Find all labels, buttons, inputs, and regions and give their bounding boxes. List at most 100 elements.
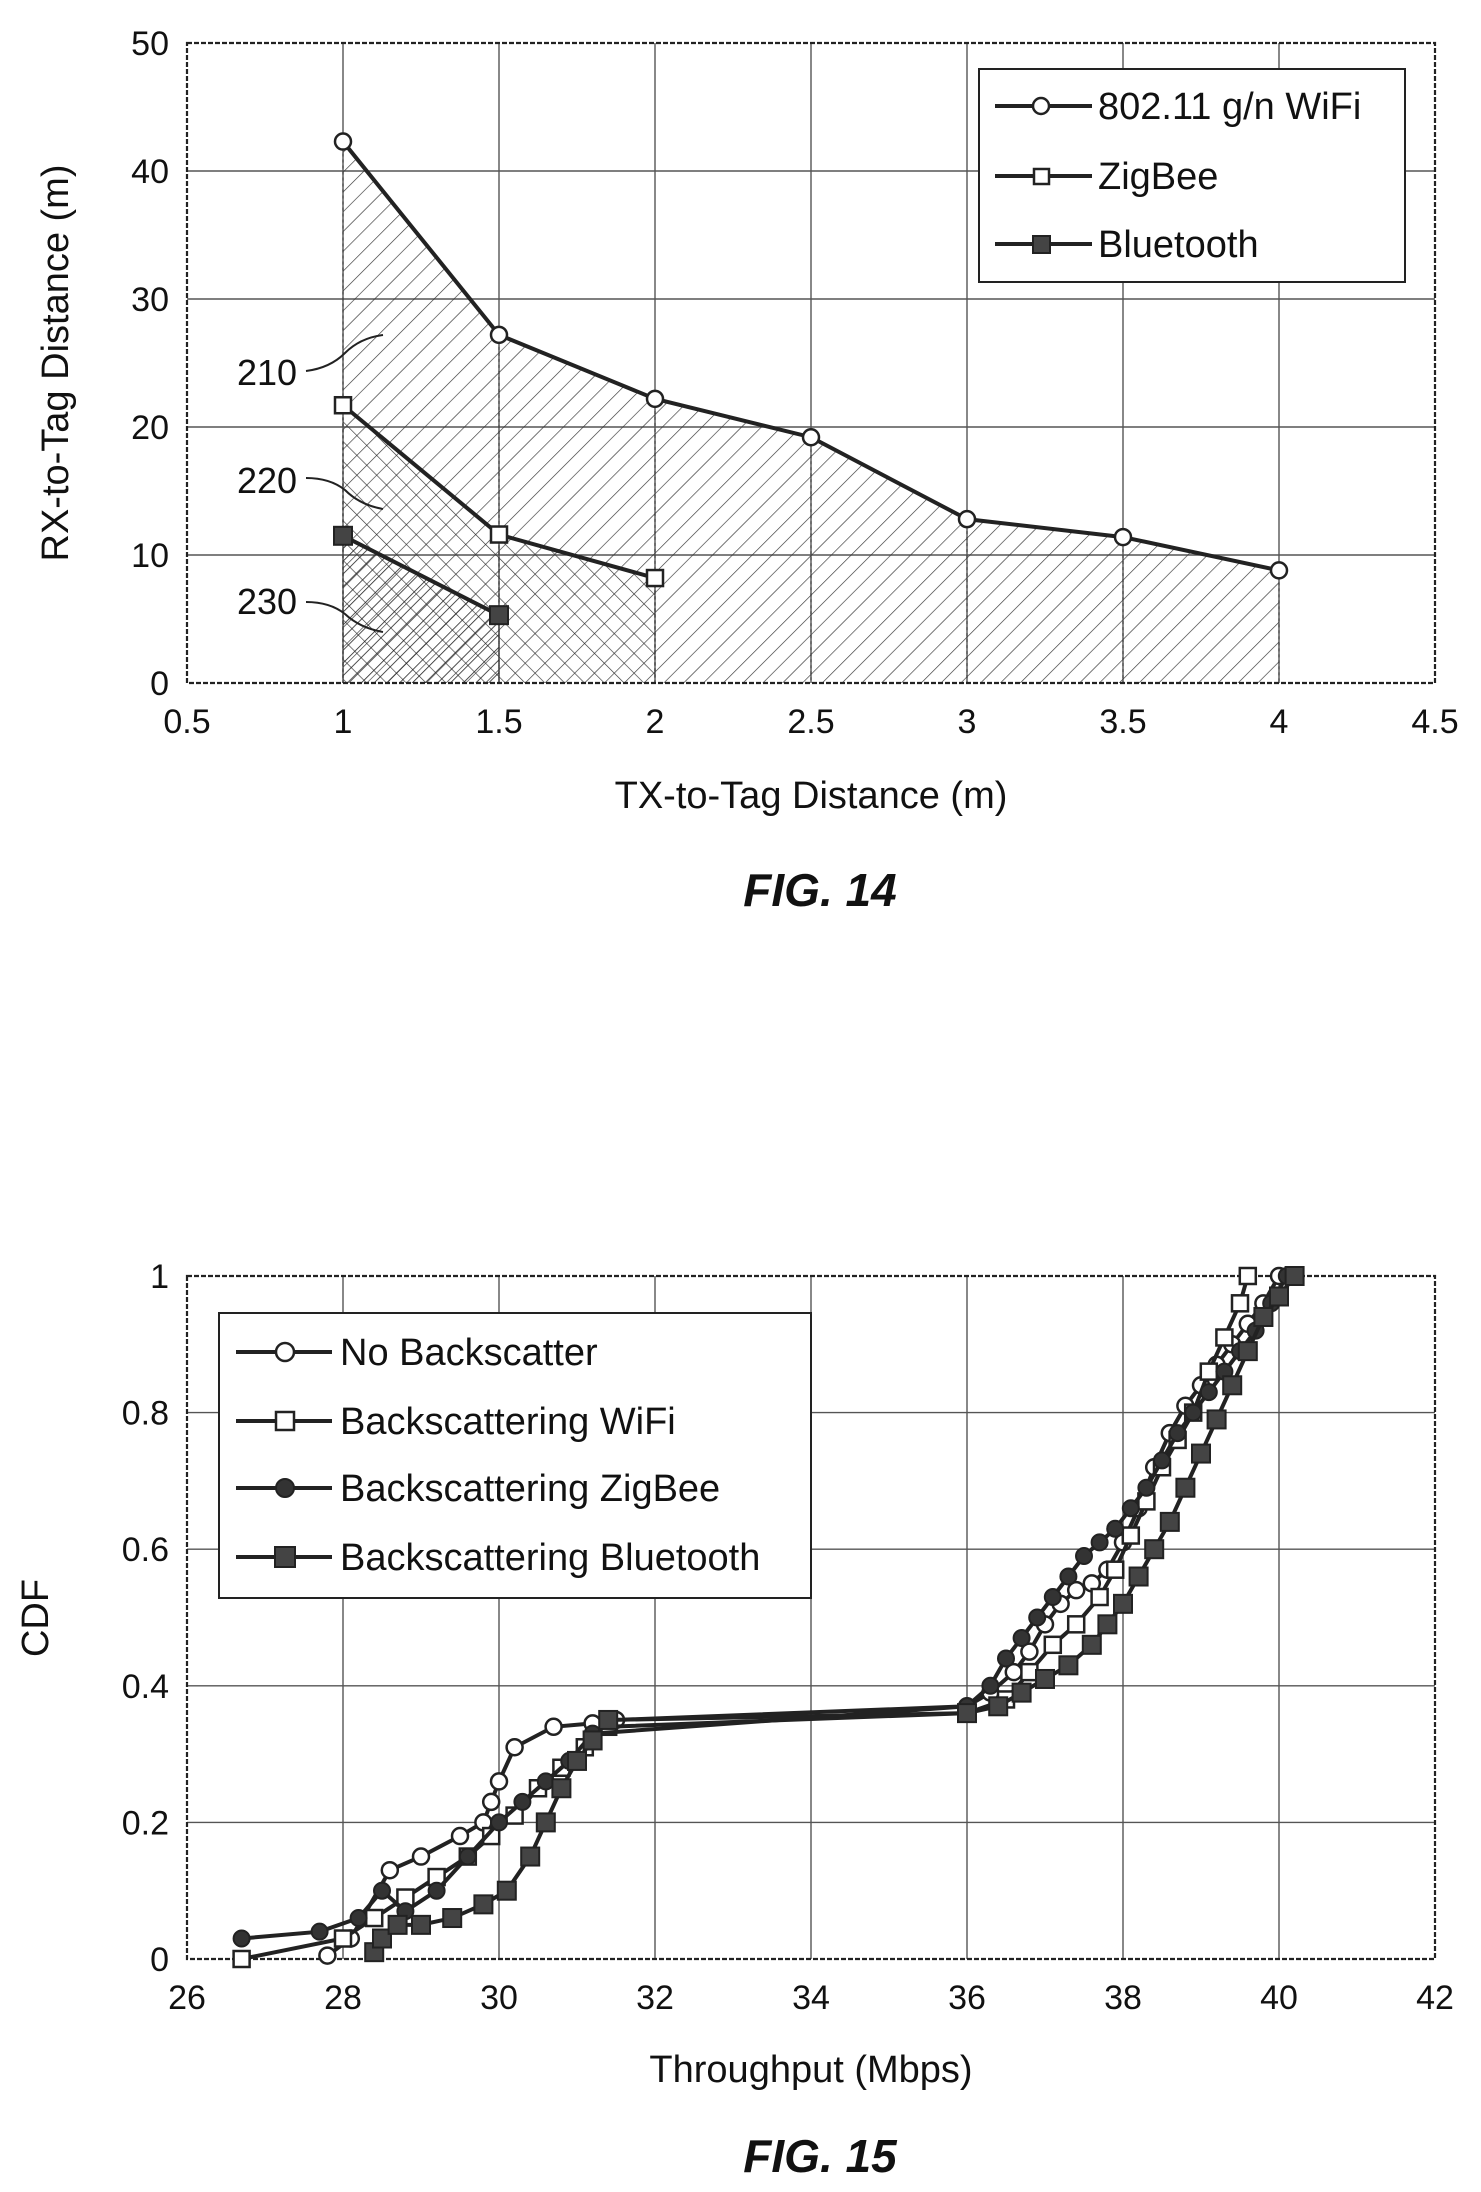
- data-point-backscattering-bluetooth: [535, 1812, 556, 1833]
- legend-key-backscattering-zigbee: [236, 1478, 332, 1498]
- data-point-backscattering-bluetooth: [598, 1709, 619, 1730]
- legend-label-zigbee: ZigBee: [1098, 156, 1218, 198]
- data-point-802-11-g-n-wifi: [1113, 527, 1133, 547]
- data-point-backscattering-bluetooth: [582, 1730, 603, 1751]
- data-point-backscattering-bluetooth: [473, 1894, 494, 1915]
- y-tick-label: 30: [131, 281, 169, 319]
- range-chart-x-axis-label: TX-to-Tag Distance (m): [615, 775, 1008, 817]
- data-point-backscattering-wifi: [1090, 1587, 1109, 1607]
- data-point-backscattering-bluetooth: [372, 1928, 392, 1949]
- y-tick-label: 0.4: [122, 1668, 169, 1706]
- data-point-backscattering-wifi: [1215, 1328, 1234, 1347]
- x-tick-label: 3.5: [1099, 703, 1146, 741]
- y-tick-label: 20: [131, 409, 169, 447]
- ref-230-leader: [305, 601, 384, 633]
- data-point-backscattering-bluetooth: [1128, 1566, 1149, 1587]
- x-tick-label: 26: [168, 1979, 206, 2017]
- range-chart-y-axis-label: RX-to-Tag Distance (m): [35, 165, 77, 562]
- series-backscattering-bluetooth: [364, 1266, 1305, 1963]
- data-point-bluetooth: [489, 605, 509, 626]
- data-point-backscattering-bluetooth: [1284, 1266, 1305, 1286]
- legend-key-bluetooth: [995, 235, 1092, 254]
- data-point-backscattering-wifi: [1199, 1362, 1219, 1381]
- range-chart: 0.5 1 1.5 2 2.5 3 3.5 4 4.5 0 10 20 30 40 50 TX-to-Ta…: [35, 25, 1459, 916]
- data-point-backscattering-zigbee: [1184, 1403, 1203, 1422]
- data-point-backscattering-bluetooth: [1113, 1593, 1133, 1614]
- data-point-backscattering-zigbee: [1121, 1499, 1140, 1518]
- data-point-zigbee: [645, 568, 665, 588]
- x-tick-label: 4.5: [1411, 703, 1458, 741]
- data-point-backscattering-bluetooth: [1011, 1682, 1032, 1703]
- data-point-802-11-g-n-wifi: [333, 132, 353, 151]
- y-tick-label: 40: [131, 153, 169, 191]
- data-point-backscattering-zigbee: [310, 1922, 329, 1941]
- cdf-chart-legend-box: [218, 1312, 812, 1599]
- series-bluetooth: [333, 525, 509, 626]
- y-tick-label: 1: [150, 1258, 169, 1296]
- data-point-backscattering-bluetooth: [1175, 1477, 1196, 1498]
- ref-210: 210: [237, 352, 297, 393]
- data-point-backscattering-bluetooth: [520, 1846, 541, 1867]
- ref-210-leader: [305, 334, 384, 372]
- range-chart-x-ticks: 0.5 1 1.5 2 2.5 3 3.5 4 4.5: [163, 703, 1458, 741]
- data-point-backscattering-bluetooth: [1058, 1655, 1079, 1676]
- data-point-backscattering-zigbee: [427, 1881, 446, 1900]
- data-point-backscattering-zigbee: [1106, 1519, 1125, 1538]
- cdf-chart-series: [232, 1266, 1305, 1969]
- data-point-backscattering-zigbee: [1012, 1628, 1031, 1647]
- legend-key-backscattering-bluetooth: [236, 1546, 332, 1568]
- x-tick-label: 4: [1270, 703, 1289, 741]
- data-point-802-11-g-n-wifi: [1269, 561, 1289, 580]
- y-tick-label: 50: [131, 25, 169, 63]
- data-point-backscattering-zigbee: [1153, 1451, 1171, 1470]
- figure-14-caption: FIG. 14: [743, 864, 896, 916]
- data-point-backscattering-bluetooth: [1191, 1443, 1211, 1464]
- data-point-no-backscatter: [318, 1946, 337, 1965]
- data-point-backscattering-bluetooth: [1206, 1409, 1227, 1430]
- data-point-no-backscatter: [481, 1792, 501, 1812]
- cdf-chart-y-ticks: 0 0.2 0.4 0.6 0.8 1: [122, 1258, 169, 1979]
- data-point-backscattering-wifi: [1105, 1560, 1125, 1579]
- data-point-802-11-g-n-wifi: [957, 509, 977, 529]
- data-point-backscattering-zigbee: [1090, 1533, 1109, 1552]
- legend-key-no-backscatter: [236, 1341, 332, 1363]
- data-point-backscattering-zigbee: [1043, 1588, 1062, 1607]
- data-point-backscattering-zigbee: [1137, 1478, 1156, 1497]
- data-point-backscattering-zigbee: [490, 1813, 508, 1832]
- data-point-802-11-g-n-wifi: [489, 325, 509, 345]
- data-point-802-11-g-n-wifi: [801, 427, 821, 447]
- y-tick-label: 10: [131, 537, 169, 575]
- data-point-backscattering-bluetooth: [988, 1696, 1009, 1717]
- data-point-backscattering-wifi: [1066, 1615, 1086, 1634]
- x-tick-label: 34: [792, 1979, 830, 2017]
- data-point-backscattering-wifi: [1043, 1635, 1063, 1655]
- y-tick-label: 0: [150, 665, 169, 703]
- x-tick-label: 2.5: [787, 703, 834, 741]
- coverage-area-802-11-g-n-wifi: [343, 141, 1279, 683]
- data-point-backscattering-zigbee: [1075, 1547, 1093, 1566]
- range-chart-legend: 802.11 g/n WiFi ZigBee Bluetooth: [978, 68, 1406, 283]
- data-point-no-backscatter: [505, 1738, 524, 1757]
- data-point-backscattering-bluetooth: [1237, 1341, 1258, 1362]
- ref-230: 230: [237, 581, 297, 622]
- x-tick-label: 28: [324, 1979, 362, 2017]
- x-tick-label: 40: [1260, 1979, 1298, 2017]
- coverage-area-bluetooth: [343, 535, 499, 683]
- legend-key-wifi: [995, 96, 1092, 116]
- cdf-chart-y-axis-label: CDF: [15, 1579, 57, 1657]
- data-point-backscattering-bluetooth: [1269, 1286, 1289, 1307]
- data-point-no-backscatter: [544, 1717, 563, 1737]
- y-tick-label: 0.8: [122, 1395, 169, 1433]
- legend-label-wifi: 802.11 g/n WiFi: [1098, 86, 1361, 128]
- data-point-backscattering-bluetooth: [411, 1914, 431, 1935]
- ref-220-leader: [305, 477, 384, 510]
- data-point-no-backscatter: [411, 1847, 431, 1866]
- data-point-backscattering-bluetooth: [1253, 1306, 1274, 1327]
- data-point-802-11-g-n-wifi: [645, 389, 665, 409]
- data-point-no-backscatter: [380, 1860, 400, 1880]
- y-tick-label: 0.6: [122, 1531, 169, 1569]
- legend-label-bluetooth: Bluetooth: [1098, 224, 1259, 266]
- series-802-11-g-n-wifi: [333, 132, 1289, 580]
- data-point-backscattering-wifi: [232, 1949, 251, 1969]
